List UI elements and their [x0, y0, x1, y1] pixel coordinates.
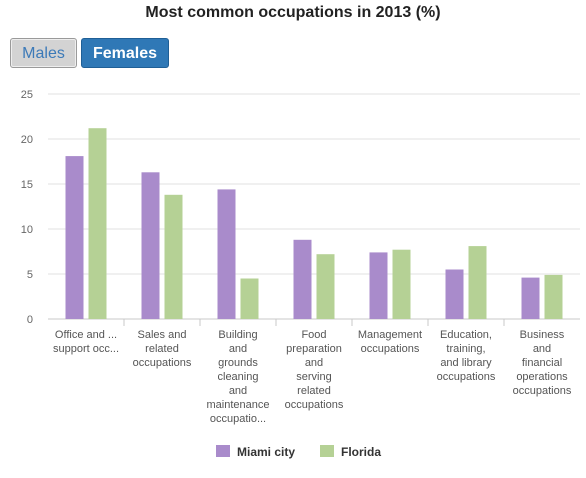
bar-florida[interactable]: [316, 254, 335, 319]
bar-miami-city[interactable]: [141, 172, 160, 319]
x-tick-label: Sales and related occupations: [133, 329, 192, 369]
x-tick-label: Management occupations: [358, 329, 422, 355]
bar-miami-city[interactable]: [217, 189, 236, 319]
y-tick-label: 20: [21, 134, 33, 146]
chart-title: Most common occupations in 2013 (%): [145, 4, 441, 21]
x-tick-label: Business and financial operations occupation…: [513, 329, 572, 397]
bar-florida[interactable]: [544, 274, 563, 319]
x-tick-label: Office and ... support occ...: [53, 329, 119, 355]
bar-miami-city[interactable]: [369, 252, 388, 319]
legend-label[interactable]: Miami city: [237, 445, 295, 459]
bar-miami-city[interactable]: [445, 269, 464, 320]
bar-miami-city[interactable]: [65, 156, 84, 319]
bar-florida[interactable]: [392, 249, 411, 319]
y-tick-label: 15: [21, 179, 33, 191]
bar-florida[interactable]: [468, 246, 487, 319]
x-tick-label: Food preparation and serving related occupati…: [285, 329, 344, 411]
bar-chart: 0 5 10 15 20 25 Office and ... support occ... Sa…: [21, 89, 580, 459]
y-tick-label: 0: [27, 314, 33, 326]
males-toggle-button[interactable]: Males: [10, 38, 77, 68]
y-tick-label: 25: [21, 89, 33, 101]
legend-swatch: [216, 445, 230, 457]
bar-florida[interactable]: [240, 278, 259, 320]
bar-miami-city[interactable]: [293, 239, 312, 319]
legend-swatch: [320, 445, 334, 457]
x-tick-label: Building and grounds cleaning and maintenance…: [207, 329, 270, 425]
y-tick-label: 10: [21, 224, 33, 236]
legend-label[interactable]: Florida: [341, 445, 381, 459]
bar-miami-city[interactable]: [521, 277, 540, 319]
y-tick-label: 5: [27, 269, 33, 281]
bar-florida[interactable]: [88, 128, 107, 319]
x-tick-label: Education, training, and library occupation…: [437, 329, 496, 383]
females-toggle-button[interactable]: Females: [81, 38, 169, 68]
bar-florida[interactable]: [164, 194, 183, 319]
